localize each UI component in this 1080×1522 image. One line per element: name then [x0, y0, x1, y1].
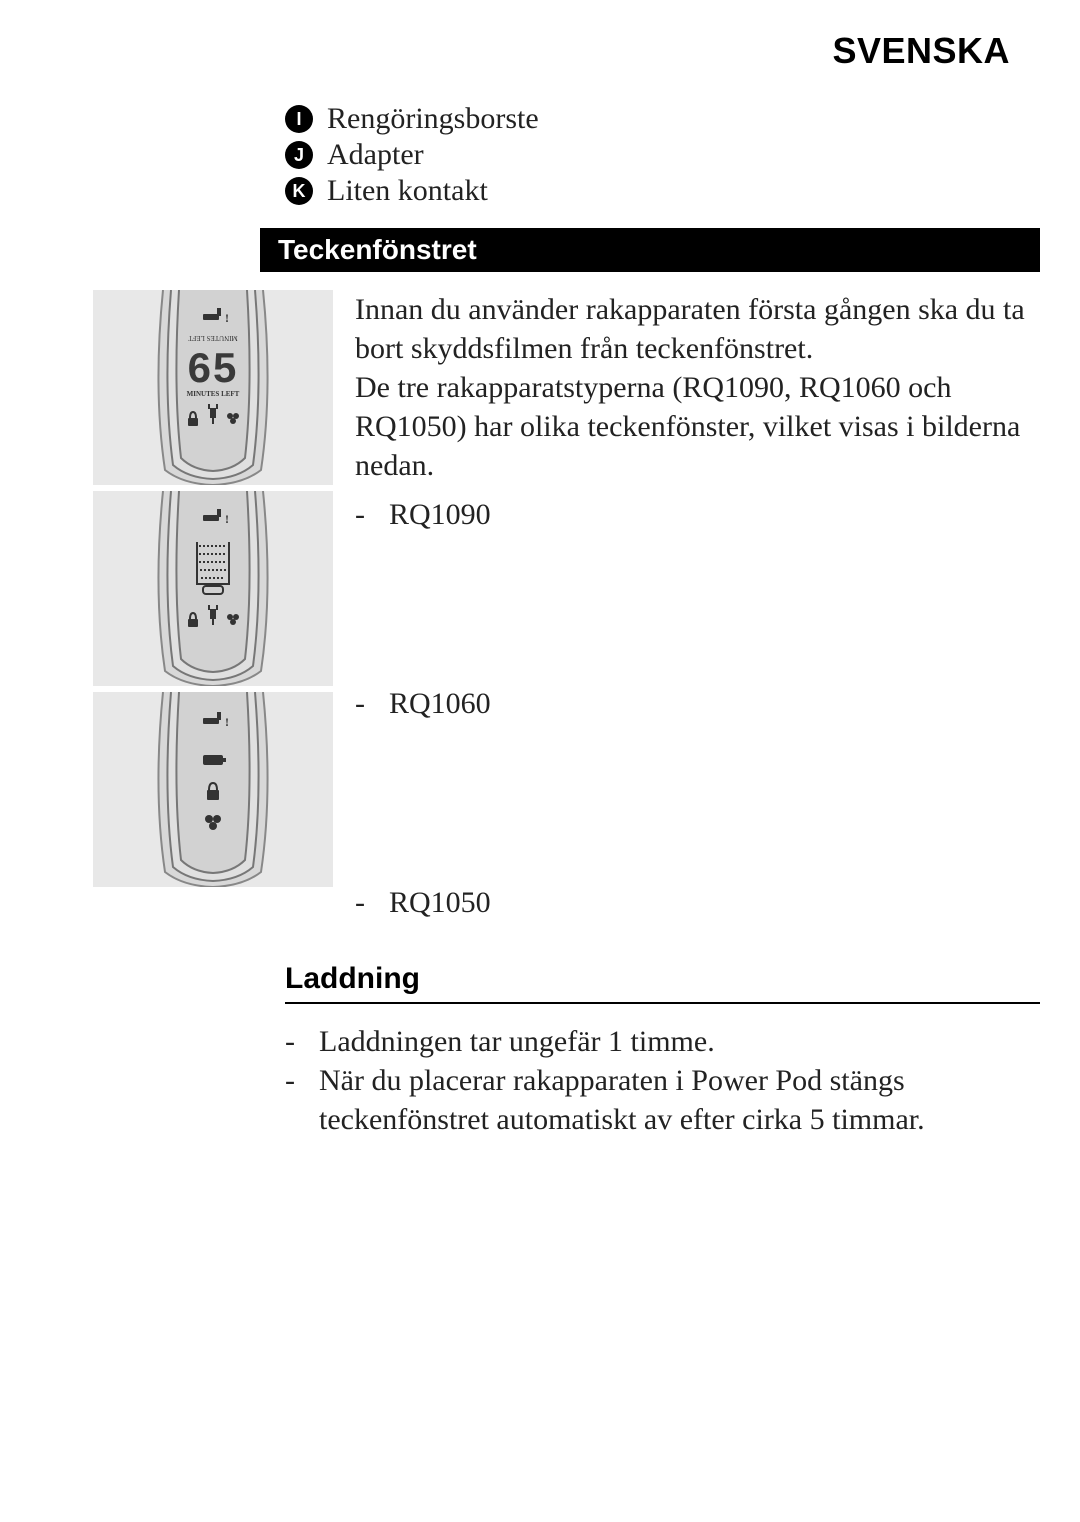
section1-text: Innan du använder rakapparaten första gå…: [355, 290, 1040, 922]
legend-letter: J: [285, 141, 313, 169]
page: SVENSKA I Rengöringsborste J Adapter K L…: [0, 0, 1080, 1522]
svg-text:65: 65: [187, 344, 238, 391]
section1-body: ! MINUTES LEFT 65 MINUTES LEFT: [70, 290, 1040, 922]
model-label: RQ1090: [389, 495, 1040, 534]
section2-title: Laddning: [285, 962, 1040, 1004]
bullet-text: När du placerar rakapparaten i Power Pod…: [319, 1061, 1040, 1139]
legend-label: Rengöringsborste: [327, 102, 539, 136]
model-label: RQ1050: [389, 883, 1040, 922]
dash: -: [355, 495, 389, 534]
legend-row: K Liten kontakt: [285, 174, 1040, 208]
illustration-rq1060: !: [93, 491, 333, 686]
svg-text:!: !: [225, 715, 229, 729]
model-label: RQ1060: [389, 684, 1040, 723]
svg-text:!: !: [225, 512, 229, 526]
legend-label: Liten kontakt: [327, 174, 488, 208]
svg-text:MINUTES LEFT: MINUTES LEFT: [187, 334, 237, 342]
bullet-item: - Laddningen tar ungefär 1 timme.: [285, 1022, 1040, 1061]
legend-label: Adapter: [327, 138, 424, 172]
section-title-bar: Teckenfönstret: [70, 228, 1040, 272]
dash: -: [285, 1022, 319, 1061]
model-item: - RQ1060: [355, 684, 1040, 723]
legend-row: I Rengöringsborste: [285, 102, 1040, 136]
illustration-column: ! MINUTES LEFT 65 MINUTES LEFT: [70, 290, 355, 922]
svg-text:MINUTES LEFT: MINUTES LEFT: [186, 390, 239, 398]
bullet-item: - När du placerar rakapparaten i Power P…: [285, 1061, 1040, 1139]
legend-letter: I: [285, 105, 313, 133]
legend-letter: K: [285, 177, 313, 205]
model-item: - RQ1090: [355, 495, 1040, 534]
legend-row: J Adapter: [285, 138, 1040, 172]
intro-paragraph: Innan du använder rakapparaten första gå…: [355, 290, 1040, 485]
language-header: SVENSKA: [0, 30, 1040, 72]
legend-list: I Rengöringsborste J Adapter K Liten kon…: [285, 102, 1040, 208]
bullet-text: Laddningen tar ungefär 1 timme.: [319, 1022, 1040, 1061]
illustration-rq1050: !: [93, 692, 333, 887]
model-item: - RQ1050: [355, 883, 1040, 922]
illustration-rq1090: ! MINUTES LEFT 65 MINUTES LEFT: [93, 290, 333, 485]
svg-text:!: !: [225, 311, 229, 325]
content-area: I Rengöringsborste J Adapter K Liten kon…: [70, 102, 1040, 1139]
dash: -: [355, 883, 389, 922]
section2-bullets: - Laddningen tar ungefär 1 timme. - När …: [285, 1022, 1040, 1139]
dash: -: [285, 1061, 319, 1139]
section-title: Teckenfönstret: [260, 228, 1040, 272]
dash: -: [355, 684, 389, 723]
